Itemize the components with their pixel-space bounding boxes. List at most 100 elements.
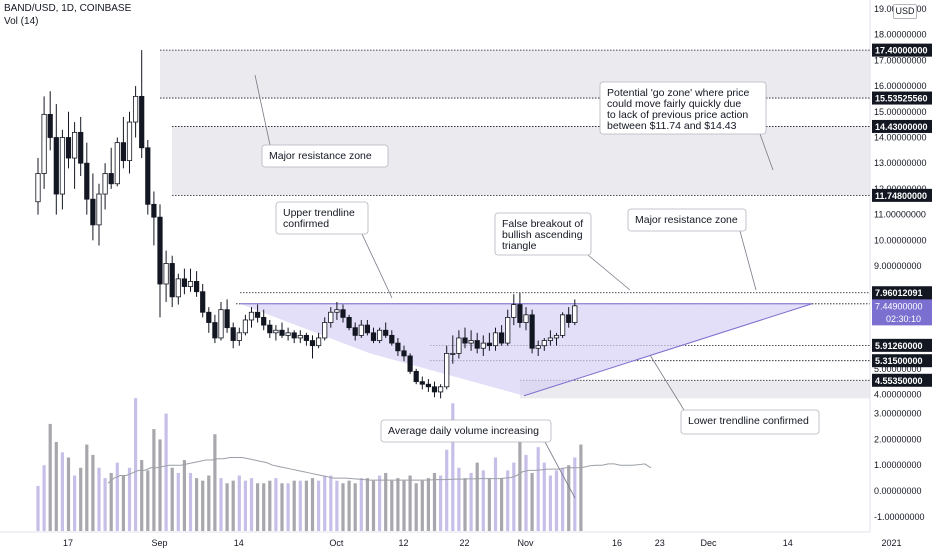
candle-body	[96, 193, 102, 226]
price-tick-label: 13.00000000	[874, 158, 927, 168]
volume-bar	[487, 478, 491, 531]
callout-text: could move fairly quickly due	[607, 98, 741, 110]
volume-tick-label: 0.00000000	[874, 486, 922, 496]
volume-bar	[134, 398, 138, 531]
currency-button[interactable]: USD	[893, 4, 917, 19]
candle-body	[334, 309, 340, 313]
candle-body	[224, 309, 230, 329]
volume-tick-label: 3.00000000	[874, 409, 922, 419]
volume-bar	[115, 462, 119, 531]
volume-bar	[506, 470, 510, 531]
volume-bar	[512, 462, 516, 531]
volume-bar	[243, 480, 247, 531]
callout-text: bullish ascending	[502, 229, 583, 241]
time-tick-label: 2021	[881, 538, 901, 548]
price-tick-label: 11.00000000	[874, 210, 926, 220]
volume-bar	[371, 480, 376, 531]
volume-bar	[73, 475, 77, 531]
volume-indicator-label: Vol (14)	[4, 16, 39, 27]
volume-bar	[274, 478, 278, 531]
volume-bar	[524, 454, 528, 531]
volume-bar	[451, 403, 455, 531]
volume-bar	[573, 457, 577, 531]
volume-bar	[237, 475, 241, 531]
level-tag	[872, 286, 932, 300]
candle-body	[383, 329, 389, 336]
candle-body	[389, 334, 395, 344]
candle-body	[376, 329, 383, 341]
volume-bar	[432, 472, 437, 531]
volume-bar	[36, 485, 40, 531]
price-tick-label: 16.00000000	[874, 81, 927, 91]
candle-body	[486, 342, 493, 347]
candle-body	[285, 332, 291, 336]
candle-body	[529, 314, 535, 349]
level-tag-label: 11.74800000	[875, 191, 927, 201]
callout-text: Upper trendline	[283, 207, 355, 219]
triangle-fill	[240, 303, 812, 396]
volume-bar	[103, 478, 107, 531]
volume-bar	[225, 483, 229, 531]
volume-bar	[231, 480, 235, 531]
volume-bar	[329, 475, 333, 531]
candle-body	[498, 332, 505, 344]
volume-bar	[402, 480, 406, 531]
candle-body	[84, 162, 90, 200]
volume-bar	[536, 447, 540, 531]
candle-body	[297, 334, 303, 339]
candle-body	[462, 337, 468, 344]
volume-bar	[256, 483, 260, 531]
candle-body	[322, 322, 328, 339]
volume-bar	[335, 480, 339, 531]
level-tag-label: 15.53525560	[875, 94, 928, 104]
candle-body	[468, 340, 474, 344]
candle-body	[126, 121, 133, 162]
candle-body	[169, 263, 175, 298]
candle-body	[267, 324, 273, 334]
volume-bar	[207, 475, 211, 531]
candlesticks	[35, 50, 578, 399]
volume-bar	[445, 449, 449, 531]
volume-bar	[176, 472, 180, 531]
volume-bar	[268, 480, 272, 531]
candle-body	[175, 278, 181, 298]
candle-body	[346, 316, 352, 329]
time-tick-label: Sep	[151, 538, 167, 548]
candle-body	[340, 309, 346, 318]
volume-bar	[213, 434, 217, 531]
volume-bar	[170, 467, 174, 531]
callout-text: False breakout of	[502, 218, 583, 230]
candle-body	[419, 381, 425, 385]
candle-body	[437, 386, 444, 393]
callout-pointer	[759, 133, 774, 171]
candle-body	[41, 113, 47, 174]
volume-moving-average	[107, 456, 652, 484]
volume-bar	[121, 475, 125, 531]
volume-bar	[54, 441, 58, 531]
candle-body	[523, 314, 529, 323]
volume-bar	[353, 483, 357, 531]
price-tick-label: 10.00000000	[874, 235, 927, 245]
price-zones	[160, 50, 870, 399]
ascending-triangle	[240, 303, 813, 397]
time-tick-label: Dec	[700, 538, 717, 548]
volume-bar	[109, 472, 113, 531]
candle-body	[309, 340, 316, 347]
candle-body	[535, 345, 541, 349]
level-tag-label: 5.31500000	[875, 356, 923, 366]
level-tag-label: 17.40000000	[875, 46, 928, 56]
callout-pointer	[254, 74, 271, 146]
volume-bar	[579, 444, 583, 531]
current-price-label: 7.44900000	[875, 301, 923, 311]
time-tick-label: 22	[459, 538, 469, 548]
zone-rect	[520, 380, 870, 399]
callout-text: between $11.74 and $14.43	[607, 120, 737, 132]
volume-bar	[60, 452, 64, 531]
volume-bar	[182, 460, 186, 531]
callout-text: Lower trendline confirmed	[688, 415, 809, 427]
time-tick-label: 14	[234, 538, 244, 548]
price-axis: 4.000000005.000000006.000000007.00000000…	[0, 0, 932, 533]
volume-bar	[554, 470, 559, 531]
candle-body	[395, 342, 401, 352]
